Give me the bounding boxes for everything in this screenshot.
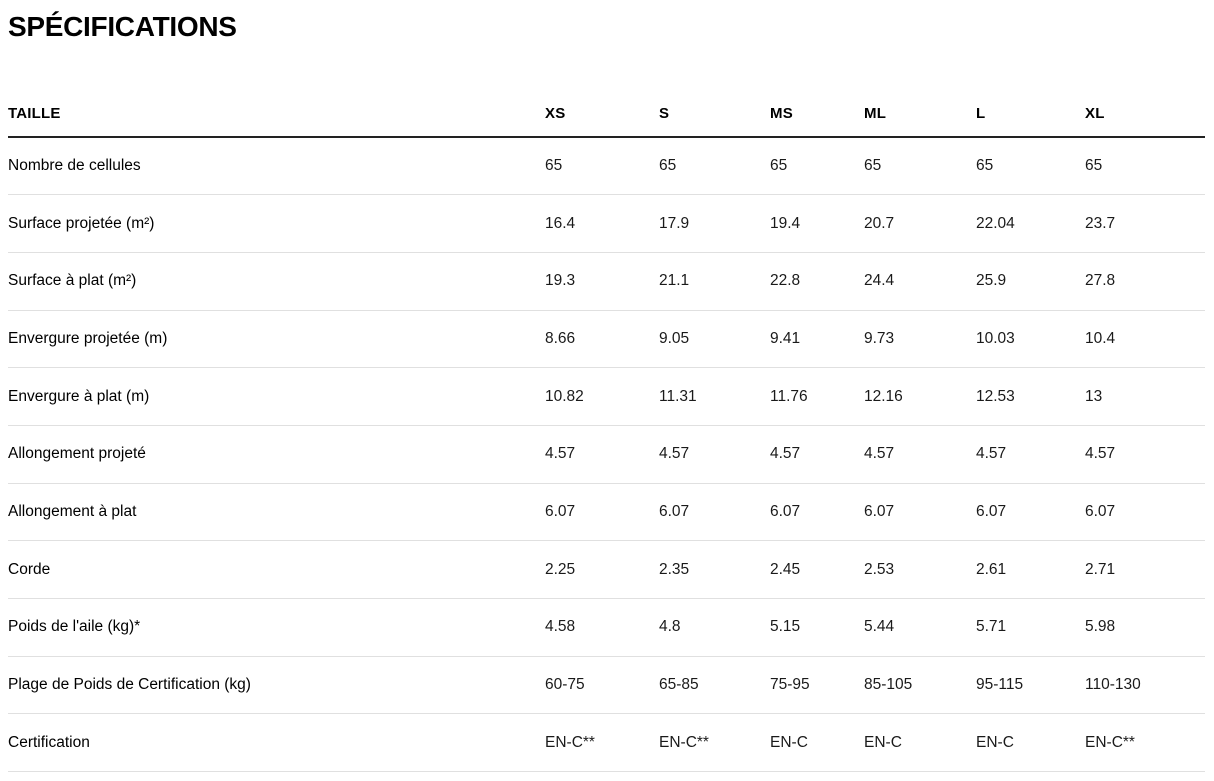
spec-value: 19.4 bbox=[770, 194, 864, 253]
spec-value: 2.61 bbox=[976, 540, 1085, 599]
spec-label: Envergure à plat (m) bbox=[8, 367, 545, 426]
spec-label: Surface projetée (m²) bbox=[8, 194, 545, 253]
spec-value: 6.07 bbox=[864, 483, 976, 542]
column-header-ml: ML bbox=[864, 90, 976, 138]
spec-value: EN-C bbox=[976, 713, 1085, 773]
spec-label: Envergure projetée (m) bbox=[8, 310, 545, 369]
spec-label: Surface à plat (m²) bbox=[8, 252, 545, 311]
table-row-surface-plat: Surface à plat (m²) 19.3 21.1 22.8 24.4 … bbox=[8, 252, 1205, 311]
spec-value: 65-85 bbox=[659, 656, 770, 715]
spec-value: 5.98 bbox=[1085, 598, 1205, 657]
spec-label: Corde bbox=[8, 540, 545, 599]
table-row-poids-aile: Poids de l'aile (kg)* 4.58 4.8 5.15 5.44… bbox=[8, 598, 1205, 657]
spec-value: 20.7 bbox=[864, 194, 976, 253]
spec-value: 9.73 bbox=[864, 310, 976, 369]
spec-value: 85-105 bbox=[864, 656, 976, 715]
spec-value: 22.8 bbox=[770, 252, 864, 311]
spec-value: 16.4 bbox=[545, 194, 659, 253]
spec-value: 65 bbox=[864, 137, 976, 196]
spec-label: Nombre de cellules bbox=[8, 137, 545, 196]
column-header-xs: XS bbox=[545, 90, 659, 138]
spec-value: EN-C bbox=[770, 713, 864, 773]
spec-value: 22.04 bbox=[976, 194, 1085, 253]
spec-value: 4.57 bbox=[659, 425, 770, 484]
spec-value: 5.44 bbox=[864, 598, 976, 657]
column-header-taille: TAILLE bbox=[8, 90, 545, 138]
spec-value: 2.45 bbox=[770, 540, 864, 599]
spec-value: 12.16 bbox=[864, 367, 976, 426]
spec-value: 6.07 bbox=[1085, 483, 1205, 542]
spec-value: 9.05 bbox=[659, 310, 770, 369]
spec-value: 17.9 bbox=[659, 194, 770, 253]
spec-value: 65 bbox=[976, 137, 1085, 196]
spec-label: Allongement à plat bbox=[8, 483, 545, 542]
spec-value: 9.41 bbox=[770, 310, 864, 369]
spec-value: 60-75 bbox=[545, 656, 659, 715]
column-header-ms: MS bbox=[770, 90, 864, 138]
table-row-envergure-projetee: Envergure projetée (m) 8.66 9.05 9.41 9.… bbox=[8, 310, 1205, 369]
spec-value: 5.71 bbox=[976, 598, 1085, 657]
spec-value: 10.03 bbox=[976, 310, 1085, 369]
spec-value: 110-130 bbox=[1085, 656, 1205, 715]
specifications-table: TAILLE XS S MS ML L XL Nombre de cellule… bbox=[8, 90, 1205, 773]
column-header-l: L bbox=[976, 90, 1085, 138]
spec-value: 21.1 bbox=[659, 252, 770, 311]
spec-value: 4.57 bbox=[864, 425, 976, 484]
spec-value: 6.07 bbox=[770, 483, 864, 542]
spec-value: EN-C** bbox=[659, 713, 770, 773]
spec-value: 4.8 bbox=[659, 598, 770, 657]
spec-value: 6.07 bbox=[976, 483, 1085, 542]
spec-value: 65 bbox=[770, 137, 864, 196]
spec-value: 8.66 bbox=[545, 310, 659, 369]
spec-value: 11.76 bbox=[770, 367, 864, 426]
spec-value: 4.57 bbox=[770, 425, 864, 484]
spec-value: 25.9 bbox=[976, 252, 1085, 311]
spec-value: EN-C** bbox=[545, 713, 659, 773]
spec-value: 4.58 bbox=[545, 598, 659, 657]
spec-value: 19.3 bbox=[545, 252, 659, 311]
spec-value: EN-C bbox=[864, 713, 976, 773]
spec-label: Poids de l'aile (kg)* bbox=[8, 598, 545, 657]
spec-value: 65 bbox=[659, 137, 770, 196]
spec-value: 75-95 bbox=[770, 656, 864, 715]
spec-value: 95-115 bbox=[976, 656, 1085, 715]
spec-value: 6.07 bbox=[659, 483, 770, 542]
spec-value: 65 bbox=[545, 137, 659, 196]
spec-label: Plage de Poids de Certification (kg) bbox=[8, 656, 545, 715]
spec-value: 65 bbox=[1085, 137, 1205, 196]
spec-value: 11.31 bbox=[659, 367, 770, 426]
spec-value: 27.8 bbox=[1085, 252, 1205, 311]
spec-value: 6.07 bbox=[545, 483, 659, 542]
spec-value: 5.15 bbox=[770, 598, 864, 657]
spec-value: 23.7 bbox=[1085, 194, 1205, 253]
table-row-surface-projetee: Surface projetée (m²) 16.4 17.9 19.4 20.… bbox=[8, 194, 1205, 253]
spec-label: Allongement projeté bbox=[8, 425, 545, 484]
spec-value: 13 bbox=[1085, 367, 1205, 426]
table-row-certification: Certification EN-C** EN-C** EN-C EN-C EN… bbox=[8, 713, 1205, 773]
spec-value: 2.71 bbox=[1085, 540, 1205, 599]
spec-value: 2.53 bbox=[864, 540, 976, 599]
spec-value: 24.4 bbox=[864, 252, 976, 311]
spec-value: 4.57 bbox=[545, 425, 659, 484]
table-row-corde: Corde 2.25 2.35 2.45 2.53 2.61 2.71 bbox=[8, 540, 1205, 599]
spec-value: 12.53 bbox=[976, 367, 1085, 426]
column-header-xl: XL bbox=[1085, 90, 1205, 138]
spec-value: EN-C** bbox=[1085, 713, 1205, 773]
column-header-s: S bbox=[659, 90, 770, 138]
table-header-row: TAILLE XS S MS ML L XL bbox=[8, 90, 1205, 138]
table-row-allongement-plat: Allongement à plat 6.07 6.07 6.07 6.07 6… bbox=[8, 483, 1205, 542]
spec-value: 4.57 bbox=[976, 425, 1085, 484]
spec-value: 4.57 bbox=[1085, 425, 1205, 484]
spec-label: Certification bbox=[8, 713, 545, 773]
spec-value: 10.4 bbox=[1085, 310, 1205, 369]
table-row-allongement-projete: Allongement projeté 4.57 4.57 4.57 4.57 … bbox=[8, 425, 1205, 484]
spec-value: 10.82 bbox=[545, 367, 659, 426]
spec-value: 2.25 bbox=[545, 540, 659, 599]
spec-value: 2.35 bbox=[659, 540, 770, 599]
page-title: SPÉCIFICATIONS bbox=[8, 11, 237, 42]
table-row-envergure-plat: Envergure à plat (m) 10.82 11.31 11.76 1… bbox=[8, 367, 1205, 426]
table-row-plage-poids: Plage de Poids de Certification (kg) 60-… bbox=[8, 656, 1205, 715]
table-row-cellules: Nombre de cellules 65 65 65 65 65 65 bbox=[8, 137, 1205, 196]
